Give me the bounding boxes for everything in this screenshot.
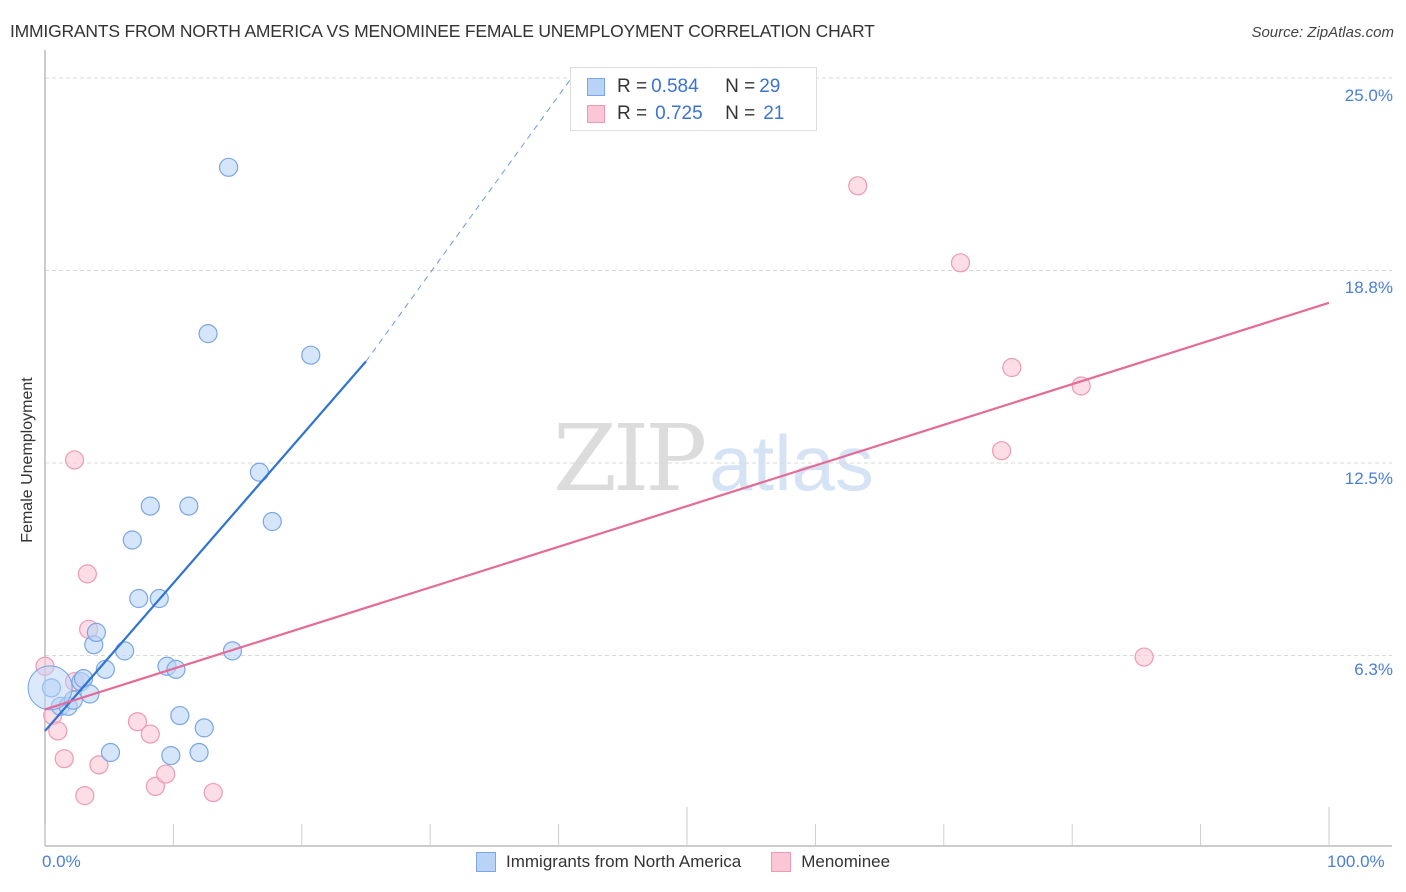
data-point[interactable] [129,588,149,609]
data-point[interactable] [127,712,148,732]
data-point[interactable] [1071,376,1091,396]
data-point[interactable] [156,764,176,784]
x-tick-100: 100.0% [1327,852,1385,871]
r-label: R = [617,103,648,124]
series-legend: Immigrants from North America Menominee [476,852,920,872]
data-point[interactable] [1002,357,1022,378]
axes [44,50,1392,847]
n-label: N = [725,76,756,97]
source-label: Source: ZipAtlas.com [1251,24,1394,41]
data-point[interactable] [170,705,190,726]
immigrants-trendline-extension [365,77,572,362]
data-point[interactable] [179,496,199,516]
r-label: R = [617,76,648,97]
data-point[interactable] [86,622,106,643]
legend-item-immigrants[interactable]: Immigrants from North America [476,852,741,872]
data-point[interactable] [203,782,223,803]
data-point[interactable] [140,496,160,516]
data-point[interactable] [122,530,142,550]
blue-swatch-icon [476,852,496,872]
data-point[interactable] [166,659,186,679]
pink-swatch-icon [771,852,792,872]
blue-swatch-icon [587,78,605,96]
data-point[interactable] [75,786,95,806]
data-point[interactable] [77,564,97,584]
data-point[interactable] [54,749,74,769]
n-value: 21 [763,103,785,124]
chart-title: IMMIGRANTS FROM NORTH AMERICA VS MENOMIN… [10,21,875,41]
y-tick-25: 25.0% [1344,86,1393,105]
data-point[interactable] [848,176,868,196]
n-value: 29 [759,76,781,97]
y-tick-6-3: 6.3% [1354,660,1393,679]
data-point[interactable] [991,441,1012,461]
r-value: 0.725 [655,103,703,124]
gridlines [45,77,1392,656]
y-tick-18-8: 18.8% [1344,278,1393,297]
data-point[interactable] [1134,647,1154,667]
legend-row-immigrants: R = 0.584 N = 29 [587,75,780,99]
legend-label: Immigrants from North America [506,852,742,871]
immigrants-trendline [44,360,367,732]
menominee-trendline [44,301,1330,711]
data-point[interactable] [950,253,971,273]
immigrants-points [27,157,321,766]
data-point[interactable] [140,724,160,744]
data-point[interactable] [189,742,209,763]
data-point[interactable] [64,450,85,470]
data-point[interactable] [48,721,68,741]
data-point[interactable] [301,345,321,365]
data-point[interactable] [89,755,109,775]
x-tick-0: 0.0% [42,852,81,871]
data-point[interactable] [161,745,181,766]
legend-row-menominee: R = 0.725 N = 21 [587,102,784,126]
correlation-legend: R = 0.584 N = 29 R = 0.725 N = 21 [570,67,817,131]
data-point[interactable] [100,742,121,763]
r-value: 0.584 [651,76,699,97]
y-tick-12-5: 12.5% [1344,469,1393,488]
data-point-large[interactable] [27,665,73,711]
data-point[interactable] [219,157,239,177]
data-point[interactable] [262,511,282,532]
watermark-zip: ZIP [553,405,707,512]
pink-swatch-icon [587,105,605,123]
legend-label: Menominee [801,852,891,871]
data-point[interactable] [145,776,166,797]
data-point[interactable] [80,684,100,704]
y-axis-label: Female Unemployment [19,377,36,543]
data-point[interactable] [249,462,270,482]
legend-item-menominee[interactable]: Menominee [771,852,890,872]
n-label: N = [725,103,756,124]
trendlines [44,77,1330,732]
data-point[interactable] [194,718,214,738]
data-point[interactable] [115,641,135,661]
data-point[interactable] [198,324,218,344]
